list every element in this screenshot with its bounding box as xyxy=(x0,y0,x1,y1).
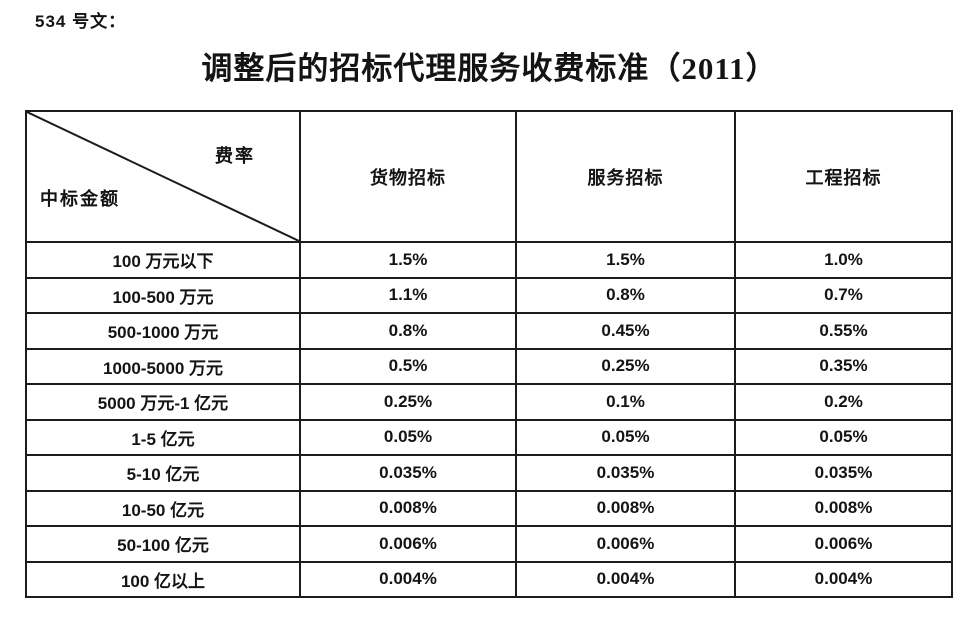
table-row: 500-1000 万元 0.8% 0.45% 0.55% xyxy=(25,312,953,350)
rate-value-cell: 0.8% xyxy=(299,312,517,350)
table-row: 5-10 亿元 0.035% 0.035% 0.035% xyxy=(25,454,953,492)
rate-value-cell: 1.5% xyxy=(299,241,517,279)
rate-value-cell: 0.006% xyxy=(734,525,953,563)
page-title: 调整后的招标代理服务收费标准（2011） xyxy=(201,51,778,86)
table-row: 1-5 亿元 0.05% 0.05% 0.05% xyxy=(25,418,953,456)
rate-value-cell: 1.0% xyxy=(734,241,953,279)
rate-value-cell: 0.035% xyxy=(515,454,736,492)
rate-value-cell: 0.008% xyxy=(515,489,736,527)
row-label-amount-range: 50-100 亿元 xyxy=(25,525,301,563)
rate-value-cell: 0.004% xyxy=(515,560,736,598)
rate-value-cell: 0.05% xyxy=(515,418,736,456)
corner-label-bid-amount: 中标金额 xyxy=(40,189,120,209)
rate-value-cell: 0.8% xyxy=(515,276,736,314)
column-header-engineering-bidding: 工程招标 xyxy=(734,110,953,243)
rate-value-cell: 0.004% xyxy=(734,560,953,598)
doc-ref-label: 534 号文： xyxy=(35,12,127,31)
table-row: 10-50 亿元 0.008% 0.008% 0.008% xyxy=(25,489,953,527)
row-label-amount-range: 100 亿以上 xyxy=(25,560,301,598)
rate-value-cell: 0.008% xyxy=(299,489,517,527)
column-header-goods-bidding: 货物招标 xyxy=(299,110,517,243)
column-header-service-bidding: 服务招标 xyxy=(515,110,736,243)
table-row: 100 万元以下 1.5% 1.5% 1.0% xyxy=(25,241,953,279)
rate-value-cell: 0.05% xyxy=(299,418,517,456)
rate-value-cell: 0.1% xyxy=(515,383,736,421)
table-row: 100 亿以上 0.004% 0.004% 0.004% xyxy=(25,560,953,598)
rate-value-cell: 0.25% xyxy=(299,383,517,421)
table-row: 5000 万元-1 亿元 0.25% 0.1% 0.2% xyxy=(25,383,953,421)
row-label-amount-range: 1-5 亿元 xyxy=(25,418,301,456)
row-label-amount-range: 100-500 万元 xyxy=(25,276,301,314)
rate-value-cell: 0.35% xyxy=(734,347,953,385)
table-header-row: 费率 中标金额 货物招标 服务招标 工程招标 xyxy=(25,110,953,243)
diagonal-divider-line xyxy=(27,112,299,241)
table-row: 100-500 万元 1.1% 0.8% 0.7% xyxy=(25,276,953,314)
rate-value-cell: 0.55% xyxy=(734,312,953,350)
rate-value-cell: 0.7% xyxy=(734,276,953,314)
rate-value-cell: 0.008% xyxy=(734,489,953,527)
rate-value-cell: 0.035% xyxy=(299,454,517,492)
rate-value-cell: 0.006% xyxy=(515,525,736,563)
rate-value-cell: 1.1% xyxy=(299,276,517,314)
rate-value-cell: 0.006% xyxy=(299,525,517,563)
rate-value-cell: 0.035% xyxy=(734,454,953,492)
row-label-amount-range: 1000-5000 万元 xyxy=(25,347,301,385)
fee-rate-table: 费率 中标金额 货物招标 服务招标 工程招标 100 万元以下 1.5% 1.5% 1… xyxy=(25,110,953,598)
corner-header-cell: 费率 中标金额 xyxy=(25,110,301,243)
rate-value-cell: 0.05% xyxy=(734,418,953,456)
rate-value-cell: 0.25% xyxy=(515,347,736,385)
row-label-amount-range: 5-10 亿元 xyxy=(25,454,301,492)
rate-value-cell: 0.5% xyxy=(299,347,517,385)
rate-value-cell: 1.5% xyxy=(515,241,736,279)
row-label-amount-range: 10-50 亿元 xyxy=(25,489,301,527)
row-label-amount-range: 100 万元以下 xyxy=(25,241,301,279)
table-row: 50-100 亿元 0.006% 0.006% 0.006% xyxy=(25,525,953,563)
rate-value-cell: 0.2% xyxy=(734,383,953,421)
corner-label-rate: 费率 xyxy=(215,146,255,166)
row-label-amount-range: 5000 万元-1 亿元 xyxy=(25,383,301,421)
row-label-amount-range: 500-1000 万元 xyxy=(25,312,301,350)
rate-value-cell: 0.45% xyxy=(515,312,736,350)
table-row: 1000-5000 万元 0.5% 0.25% 0.35% xyxy=(25,347,953,385)
rate-value-cell: 0.004% xyxy=(299,560,517,598)
